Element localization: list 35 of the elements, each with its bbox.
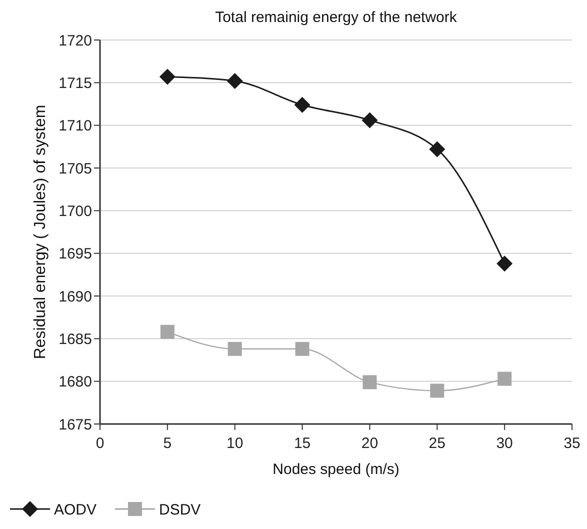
point (228, 342, 242, 356)
legend-label: AODV (54, 501, 97, 518)
y-tick-label: 1700 (58, 202, 92, 220)
point (160, 324, 174, 339)
x-tick-label: 0 (96, 435, 104, 452)
point (226, 72, 243, 89)
point (429, 141, 446, 158)
legend-label: DSDV (159, 501, 201, 518)
chart-title: Total remainig energy of the network (215, 9, 458, 26)
y-tick-label: 1710 (58, 118, 92, 135)
y-tick-label: 1680 (58, 374, 92, 391)
x-tick-label: 35 (564, 435, 580, 452)
x-tick-label: 20 (361, 435, 378, 452)
point (430, 384, 444, 398)
point (498, 372, 512, 386)
x-tick-label: 30 (496, 435, 513, 452)
point (294, 96, 310, 113)
x-tick-label: 25 (428, 435, 446, 452)
y-tick-label: 1685 (58, 330, 92, 348)
y-axis-title: Residual energy ( Joules) of system (32, 104, 49, 360)
point (159, 68, 176, 85)
y-tick-label: 1675 (58, 416, 92, 434)
y-tick-label: 1695 (58, 246, 92, 263)
x-tick-label: 10 (226, 435, 244, 452)
y-tick-label: 1715 (58, 74, 92, 92)
x-tick-label: 15 (294, 435, 311, 452)
y-tick-label: 1690 (58, 288, 92, 306)
y-tick-label: 1705 (58, 160, 92, 178)
point (362, 375, 377, 390)
y-tick-label: 1720 (58, 32, 92, 50)
point (496, 256, 513, 272)
x-axis-title: Nodes speed (m/s) (272, 461, 400, 478)
x-tick-label: 5 (163, 435, 172, 452)
point (295, 342, 310, 356)
point (362, 112, 378, 128)
